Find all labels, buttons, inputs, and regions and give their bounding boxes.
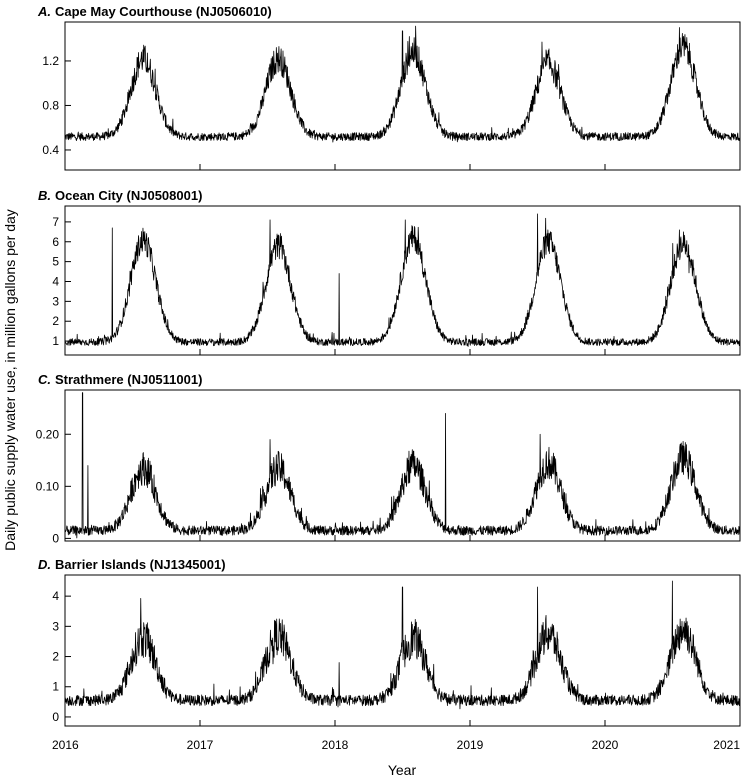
panel-b-ytick-label: 5 [52,255,59,269]
panel-b-ytick-label: 2 [52,314,59,328]
panel-c-letter: C. [38,372,51,387]
panel-b-letter: B. [38,188,51,203]
panel-a-frame [64,21,741,171]
panel-a-ytick-label: 0.4 [42,143,59,157]
x-tick-label: 2020 [592,738,619,752]
x-tick-label: 2021 [713,738,740,752]
panel-d-ytick-label: 4 [52,589,59,603]
x-axis-title: Year [388,762,417,778]
panel-c-plot: 0 0.10 0.20 [36,392,741,545]
panel-c-frame [64,389,741,542]
panel-d-series-line [64,580,741,710]
x-tick-label: 2017 [187,738,214,752]
panel-d-letter: D. [38,557,51,572]
panel-a-ytick-label: 0.8 [42,98,59,112]
panel-b-frame [64,205,741,356]
panel-c-ytick-label: 0 [52,531,59,545]
x-axis: 2016 2017 2018 2019 2020 2021 [52,738,740,752]
panel-a-title: A. Cape May Courthouse (NJ0506010) [37,4,272,19]
panel-d-ytick-label: 3 [52,619,59,633]
panel-b-ytick-label: 6 [52,235,59,249]
panel-b-ytick-label: 4 [52,274,59,288]
panel-a-name: Cape May Courthouse (NJ0506010) [55,4,272,19]
x-tick-label: 2018 [322,738,349,752]
panel-b-series-line [64,213,741,347]
panel-b-ytick-label: 7 [52,215,59,229]
panel-d-name: Barrier Islands (NJ1345001) [55,557,226,572]
panel-a-letter: A. [37,4,51,19]
x-tick-label: 2019 [457,738,484,752]
panel-b-title: B. Ocean City (NJ0508001) [38,188,202,203]
y-axis-title: Daily public supply water use, in millio… [2,209,18,551]
panel-d-plot: 0 1 2 3 4 [52,580,741,726]
panel-c-series-line [64,392,741,539]
panel-d-frame [64,574,741,727]
panel-a-series-line [64,25,741,143]
panel-b-name: Ocean City (NJ0508001) [55,188,202,203]
panel-b-ytick-label: 1 [52,334,59,348]
panel-b-ytick-label: 3 [52,294,59,308]
panel-b-plot: 1 2 3 4 5 6 7 [52,213,741,355]
panel-a-ytick-label: 1.2 [42,54,59,68]
panel-c-title: C. Strathmere (NJ0511001) [38,372,202,387]
panel-d-ytick-label: 0 [52,710,59,724]
panel-d-ytick-label: 2 [52,650,59,664]
panel-c-name: Strathmere (NJ0511001) [55,372,202,387]
x-tick-label: 2016 [52,738,79,752]
panel-a-plot: 0.4 0.8 1.2 [42,25,741,170]
panel-d-ytick-label: 1 [52,680,59,694]
panel-c-ytick-label: 0.20 [36,427,60,441]
panel-c-ytick-label: 0.10 [36,479,60,493]
panel-d-title: D. Barrier Islands (NJ1345001) [38,557,226,572]
